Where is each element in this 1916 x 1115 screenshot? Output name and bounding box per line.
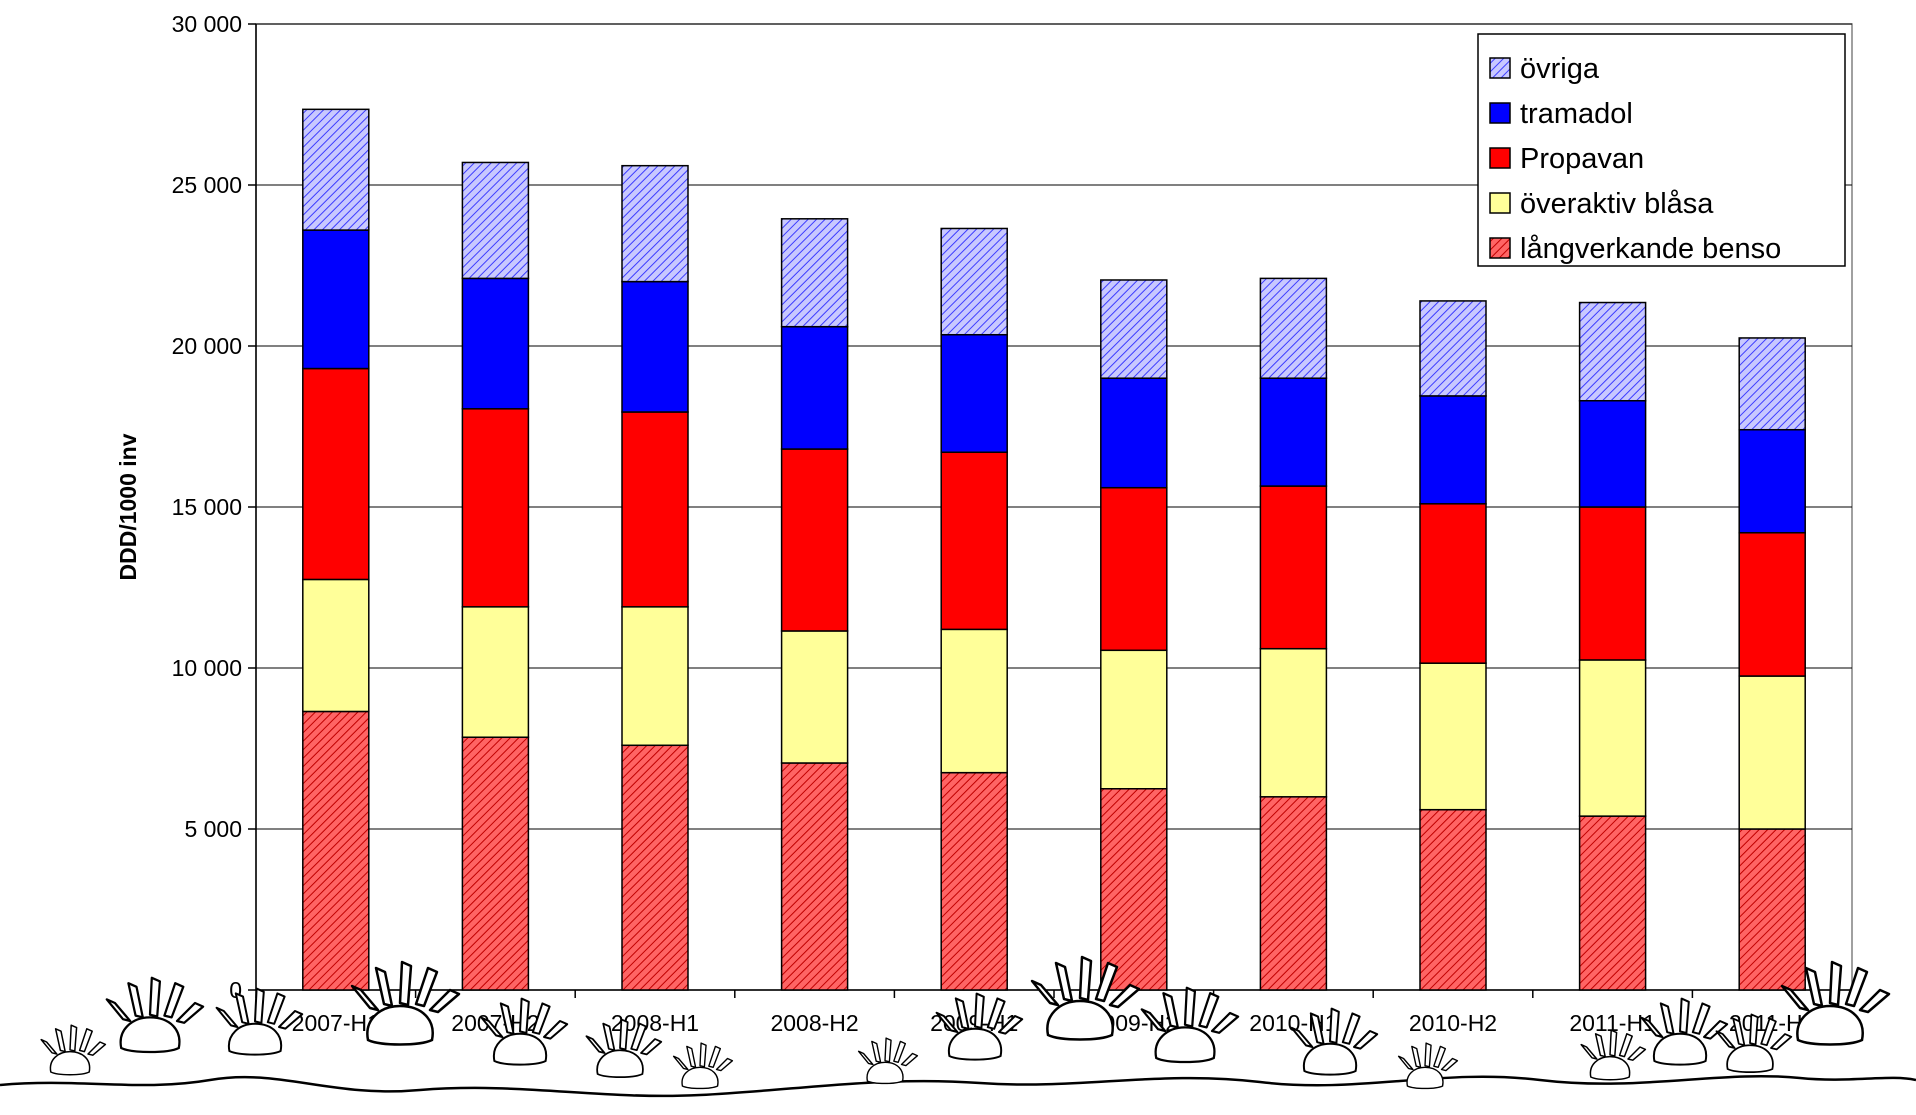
bar-segment (461, 736, 530, 991)
bar-segment (780, 325, 849, 450)
hand-doodle (672, 1042, 734, 1090)
bar-segment (1100, 279, 1168, 379)
x-tick-label: 2008-H2 (770, 1010, 858, 1036)
legend-label: övriga (1520, 53, 1600, 85)
bar-segment (780, 448, 849, 632)
bar-segment (1419, 300, 1487, 397)
bar-segment (461, 277, 530, 410)
legend-label: Propavan (1520, 143, 1644, 175)
hand-doodle (1715, 1013, 1793, 1074)
bar-segment (940, 227, 1008, 336)
bar-segment (1738, 675, 1806, 830)
bar-segment (940, 771, 1008, 991)
x-tick-label: 2010-H2 (1409, 1010, 1497, 1036)
bar-segment (1738, 428, 1806, 534)
y-tick-label: 30 000 (172, 11, 242, 37)
bar-segment (1578, 506, 1647, 661)
bar-segment (780, 630, 849, 764)
hand-doodle (1640, 997, 1729, 1066)
legend-swatch (1489, 192, 1511, 214)
hand-doodle (40, 1024, 107, 1076)
bar-segment (940, 451, 1008, 631)
bar-segment (621, 606, 689, 747)
bar-segment (1419, 808, 1487, 991)
bar-segment (940, 333, 1008, 454)
bar-segment (940, 628, 1008, 774)
y-tick-label: 15 000 (172, 494, 242, 520)
legend-swatch (1489, 102, 1511, 124)
bar-segment (1259, 647, 1328, 798)
bar-segment (1578, 659, 1647, 817)
hand-doodle (1290, 1007, 1379, 1076)
bar-segment (1419, 662, 1487, 811)
y-tick-label: 25 000 (172, 172, 242, 198)
bar-segment (780, 762, 849, 991)
y-tick-label: 10 000 (172, 655, 242, 681)
bar-segment (1100, 788, 1168, 991)
hand-doodle (215, 987, 304, 1056)
bar-segment (461, 161, 530, 280)
bar-segment (1259, 377, 1328, 487)
bar-segment (302, 710, 370, 991)
bar-segment (302, 108, 370, 231)
hand-doodle (480, 997, 569, 1066)
doodle-baseline (0, 1074, 1916, 1098)
hand-doodle (1780, 960, 1891, 1046)
legend-label: långverkande benso (1520, 233, 1781, 265)
hand-doodle (1580, 1029, 1647, 1081)
bar-segment (1259, 796, 1328, 991)
bar-segment (461, 408, 530, 608)
decorative-hand-doodles (0, 955, 1916, 1098)
bar-segment (621, 280, 689, 413)
hand-doodle (1030, 955, 1141, 1041)
bar-segment (1100, 377, 1168, 489)
legend-swatch (1489, 57, 1511, 79)
y-axis-title: DDD/1000 inv (115, 433, 141, 580)
bar-segment (1419, 395, 1487, 505)
hand-doodle (350, 960, 461, 1046)
bar-segment (302, 578, 370, 713)
bar-segment (461, 606, 530, 738)
legend-label: överaktiv blåsa (1520, 188, 1714, 220)
legend-box (1477, 33, 1846, 267)
bar-segment (1578, 301, 1647, 402)
legend-swatch (1489, 237, 1511, 259)
hand-doodle (585, 1018, 663, 1079)
bar-segment (1259, 485, 1328, 650)
bar-segment (1578, 399, 1647, 508)
bar-segment (1738, 532, 1806, 677)
legend: övriga tramadol Propavan överaktiv blåsa lån… (1477, 33, 1846, 267)
bar-segment (621, 744, 689, 991)
legend-label: tramadol (1520, 98, 1633, 130)
hand-doodle (1397, 1042, 1459, 1090)
x-tick-label: 2010-H1 (1249, 1010, 1337, 1036)
bar-segment (302, 229, 370, 370)
bar-segment (621, 411, 689, 608)
y-tick-label: 20 000 (172, 333, 242, 359)
bar-segment (1419, 503, 1487, 664)
hand-doodle (1140, 986, 1240, 1064)
bar-segment (780, 218, 849, 328)
bar-segment (1738, 337, 1806, 431)
bar-segment (621, 164, 689, 283)
hand-doodle (105, 976, 205, 1054)
legend-swatch (1489, 147, 1511, 169)
bars (302, 108, 1806, 991)
bar-segment (1578, 815, 1647, 991)
x-tick-label: 2007-H1 (292, 1010, 380, 1036)
bar-segment (302, 367, 370, 581)
y-tick-label: 5 000 (184, 816, 242, 842)
bar-segment (1259, 277, 1328, 379)
bar-segment (1738, 828, 1806, 991)
bar-segment (1100, 486, 1168, 652)
hand-doodle (935, 992, 1024, 1061)
bar-segment (1100, 649, 1168, 790)
hand-doodle (857, 1037, 919, 1085)
